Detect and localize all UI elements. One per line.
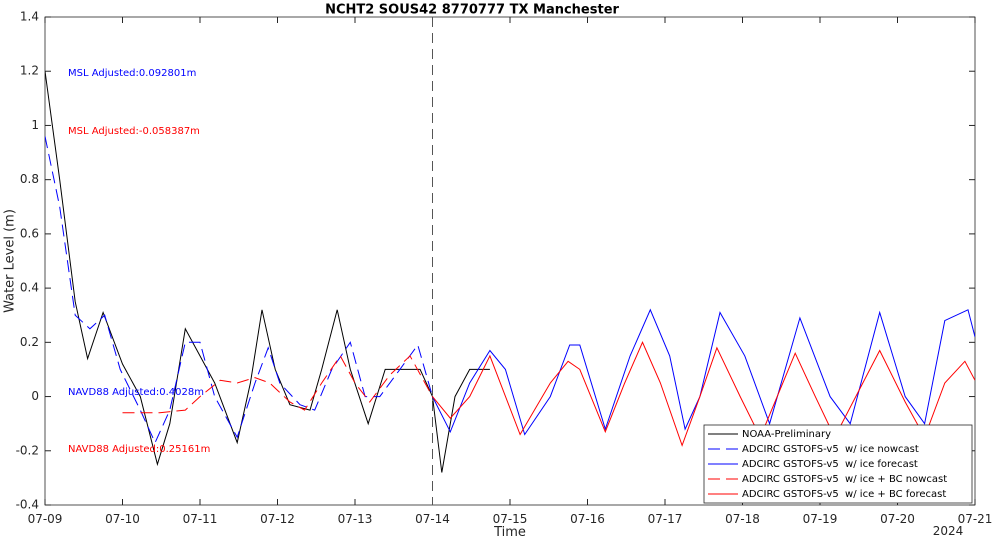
legend-box xyxy=(703,424,973,504)
series-group xyxy=(45,71,975,473)
y-axis-label: Water Level (m) xyxy=(3,209,18,313)
x-tick-label: 07-21 xyxy=(958,512,992,526)
y-tick-label: 1.4 xyxy=(20,10,39,24)
series-line xyxy=(432,308,975,436)
legend-label: NOAA-Preliminary xyxy=(742,429,831,440)
chart-title: NCHT2 SOUS42 8770777 TX Manchester xyxy=(325,3,619,18)
y-tick-label: 0.2 xyxy=(20,335,39,349)
series-line xyxy=(122,354,433,414)
annotation: NAVD88 Adjusted:0.4028m xyxy=(68,387,204,398)
annotation: MSL Adjusted:-0.058387m xyxy=(68,126,200,137)
annotation: MSL Adjusted:0.092801m xyxy=(68,68,196,79)
y-tick-label: -0.4 xyxy=(16,498,39,512)
series-line xyxy=(45,71,490,473)
x-tick-label: 07-19 xyxy=(803,512,838,526)
series-line xyxy=(432,341,975,447)
legend-label: ADCIRC GSTOFS-v5 w/ ice forecast xyxy=(742,459,918,470)
x-tick-label: 07-13 xyxy=(338,512,373,526)
legend-label: ADCIRC GSTOFS-v5 w/ ice + BC forecast xyxy=(742,489,946,500)
legend-label: ADCIRC GSTOFS-v5 w/ ice + BC nowcast xyxy=(742,474,947,485)
x-tick-label: 07-20 xyxy=(880,512,915,526)
y-tick-label: 1 xyxy=(31,118,39,132)
legend-label: ADCIRC GSTOFS-v5 w/ ice nowcast xyxy=(742,444,919,455)
year-label: 2024 xyxy=(933,524,964,538)
y-tick-label: -0.2 xyxy=(16,443,39,457)
annotation: NAVD88 Adjusted:0.25161m xyxy=(68,444,210,455)
x-tick-label: 07-14 xyxy=(415,512,450,526)
y-tick-label: 0.4 xyxy=(20,281,39,295)
x-axis-label: Time xyxy=(493,525,526,540)
x-tick-label: 07-15 xyxy=(493,512,528,526)
plot-area xyxy=(44,16,976,506)
y-tick-label: 0.8 xyxy=(20,172,39,186)
x-tick-label: 07-12 xyxy=(260,512,295,526)
x-tick-label: 07-10 xyxy=(105,512,140,526)
y-tick-label: 0.6 xyxy=(20,226,39,240)
y-tick-label: 0 xyxy=(31,389,39,403)
x-tick-label: 07-17 xyxy=(648,512,683,526)
y-tick-label: 1.2 xyxy=(20,64,39,78)
x-tick-label: 07-18 xyxy=(725,512,760,526)
x-tick-label: 07-11 xyxy=(183,512,218,526)
x-tick-label: 07-16 xyxy=(570,512,605,526)
x-tick-label: 07-09 xyxy=(28,512,63,526)
